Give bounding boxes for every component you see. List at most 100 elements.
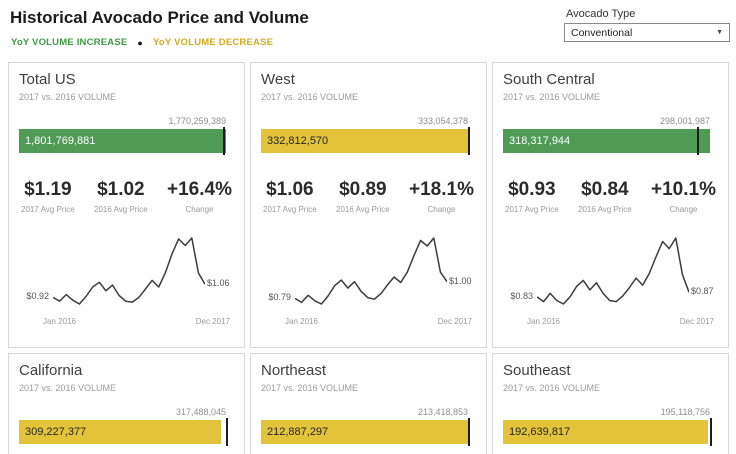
region-subtitle: 2017 vs. 2016 VOLUME [19,92,117,102]
volume-bullet-chart[interactable]: 192,639,817 [503,418,718,446]
trend-start-value: $0.83 [510,290,533,301]
volume-bullet-chart[interactable]: 309,227,377 [19,418,234,446]
volume-2016-reference-line [710,418,713,446]
avocado-type-filter: Avocado Type Conventional ▼ [564,8,730,42]
volume-2016-value: 333,054,378 [417,116,468,126]
region-card-northeast: Northeast 2017 vs. 2016 VOLUME 213,418,8… [250,353,487,454]
trend-end-value: $0.87 [691,286,714,297]
volume-2017-value: 309,227,377 [25,426,87,438]
volume-2017-value: 332,812,570 [267,135,329,147]
volume-2017-bar[interactable]: 332,812,570 [261,129,469,153]
region-subtitle: 2017 vs. 2016 VOLUME [19,383,117,393]
avg-price-2017-value: $1.06 [266,179,314,200]
price-sparkline[interactable] [295,232,447,310]
volume-2016-reference-line [468,418,471,446]
region-title: South Central [503,71,595,88]
x-axis-end-label: Dec 2017 [679,317,714,326]
region-title: Total US [19,71,76,88]
region-card-south-central: South Central 2017 vs. 2016 VOLUME 298,0… [492,62,729,348]
dashboard-header: Historical Avocado Price and Volume YoY … [0,0,736,58]
legend-increase-label: YoY VOLUME INCREASE [11,37,128,48]
avg-price-2017-label: 2017 Avg Price [21,205,75,214]
region-subtitle: 2017 vs. 2016 VOLUME [261,92,359,102]
x-axis-start-label: Jan 2016 [527,317,560,326]
x-axis-start-label: Jan 2016 [43,317,76,326]
x-axis-start-label: Jan 2016 [285,317,318,326]
volume-2017-value: 1,801,769,881 [25,135,96,147]
region-title: Northeast [261,362,327,379]
price-trend-chart[interactable]: $0.79 $1.00 Jan 2016 Dec 2017 [261,230,476,326]
price-change-value: +16.4% [167,179,232,200]
price-change-value: +10.1% [651,179,716,200]
volume-2017-bar[interactable]: 212,887,297 [261,420,468,444]
price-sparkline[interactable] [537,232,689,310]
volume-2016-reference-line [468,127,471,155]
volume-2016-reference-line [226,418,229,446]
price-change-label: Change [427,205,456,214]
avg-price-2017-value: $1.19 [24,179,72,200]
avg-price-2017: $1.19 2017 Avg Price [21,179,75,214]
avg-price-2016: $1.02 2016 Avg Price [94,179,148,214]
price-change-value: +18.1% [409,179,474,200]
region-card-total-us: Total US 2017 vs. 2016 VOLUME 1,770,259,… [8,62,245,348]
price-change: +18.1% Change [409,179,474,214]
volume-2017-bar[interactable]: 318,317,944 [503,129,711,153]
avg-price-2016-value: $0.89 [339,179,387,200]
volume-bullet-chart[interactable]: 318,317,944 [503,127,718,155]
region-card-west: West 2017 vs. 2016 VOLUME 333,054,378 33… [250,62,487,348]
volume-bullet-chart[interactable]: 1,801,769,881 [19,127,234,155]
price-trend-chart[interactable]: $0.83 $0.87 Jan 2016 Dec 2017 [503,230,718,326]
avg-price-2016-value: $1.02 [97,179,145,200]
x-axis-end-label: Dec 2017 [195,317,230,326]
region-card-california: California 2017 vs. 2016 VOLUME 317,488,… [8,353,245,454]
volume-2016-value: 1,770,259,389 [168,116,226,126]
price-change-label: Change [185,205,214,214]
avg-price-2017-label: 2017 Avg Price [505,205,559,214]
region-subtitle: 2017 vs. 2016 VOLUME [261,383,359,393]
region-card-southeast: Southeast 2017 vs. 2016 VOLUME 195,118,7… [492,353,729,454]
avocado-type-select[interactable]: Conventional ▼ [564,23,730,42]
price-change: +10.1% Change [651,179,716,214]
trend-start-value: $0.79 [268,292,291,303]
volume-2017-value: 318,317,944 [509,135,571,147]
volume-bullet-chart[interactable]: 212,887,297 [261,418,476,446]
avg-price-2017: $0.93 2017 Avg Price [505,179,559,214]
dashboard-grid: Total US 2017 vs. 2016 VOLUME 1,770,259,… [0,58,736,454]
region-title: West [261,71,295,88]
avg-price-2016: $0.89 2016 Avg Price [336,179,390,214]
avg-price-2017-value: $0.93 [508,179,556,200]
caret-down-icon: ▼ [716,29,723,36]
avg-price-2017: $1.06 2017 Avg Price [263,179,317,214]
volume-2017-bar[interactable]: 309,227,377 [19,420,222,444]
avg-price-2016-label: 2016 Avg Price [578,205,632,214]
price-summary: $1.06 2017 Avg Price $0.89 2016 Avg Pric… [261,179,476,214]
trend-start-value: $0.92 [26,291,49,302]
volume-2017-bar[interactable]: 192,639,817 [503,420,708,444]
volume-2016-value: 298,001,987 [659,116,710,126]
avg-price-2016-label: 2016 Avg Price [336,205,390,214]
trend-x-axis: Jan 2016 Dec 2017 [527,317,714,326]
volume-2016-value: 195,118,756 [660,407,710,417]
volume-2017-value: 212,887,297 [267,426,329,438]
x-axis-end-label: Dec 2017 [437,317,472,326]
volume-2016-value: 317,488,045 [175,407,226,417]
volume-2016-reference-line [697,127,700,155]
avg-price-2016: $0.84 2016 Avg Price [578,179,632,214]
avg-price-2017-label: 2017 Avg Price [263,205,317,214]
price-change: +16.4% Change [167,179,232,214]
legend-decrease-label: YoY VOLUME DECREASE [153,37,274,48]
volume-2017-bar[interactable]: 1,801,769,881 [19,129,227,153]
color-legend: YoY VOLUME INCREASE ● YoY VOLUME DECREAS… [11,37,273,48]
trend-end-value: $1.06 [207,278,230,289]
filter-label: Avocado Type [566,8,636,20]
price-trend-chart[interactable]: $0.92 $1.06 Jan 2016 Dec 2017 [19,230,234,326]
volume-bullet-chart[interactable]: 332,812,570 [261,127,476,155]
region-title: Southeast [503,362,571,379]
page-title: Historical Avocado Price and Volume [10,8,309,27]
volume-2016-reference-line [222,127,225,155]
price-sparkline[interactable] [53,232,205,310]
selected-option: Conventional [571,26,633,39]
trend-end-value: $1.00 [449,275,472,286]
volume-2016-value: 213,418,853 [417,407,468,417]
trend-x-axis: Jan 2016 Dec 2017 [43,317,230,326]
